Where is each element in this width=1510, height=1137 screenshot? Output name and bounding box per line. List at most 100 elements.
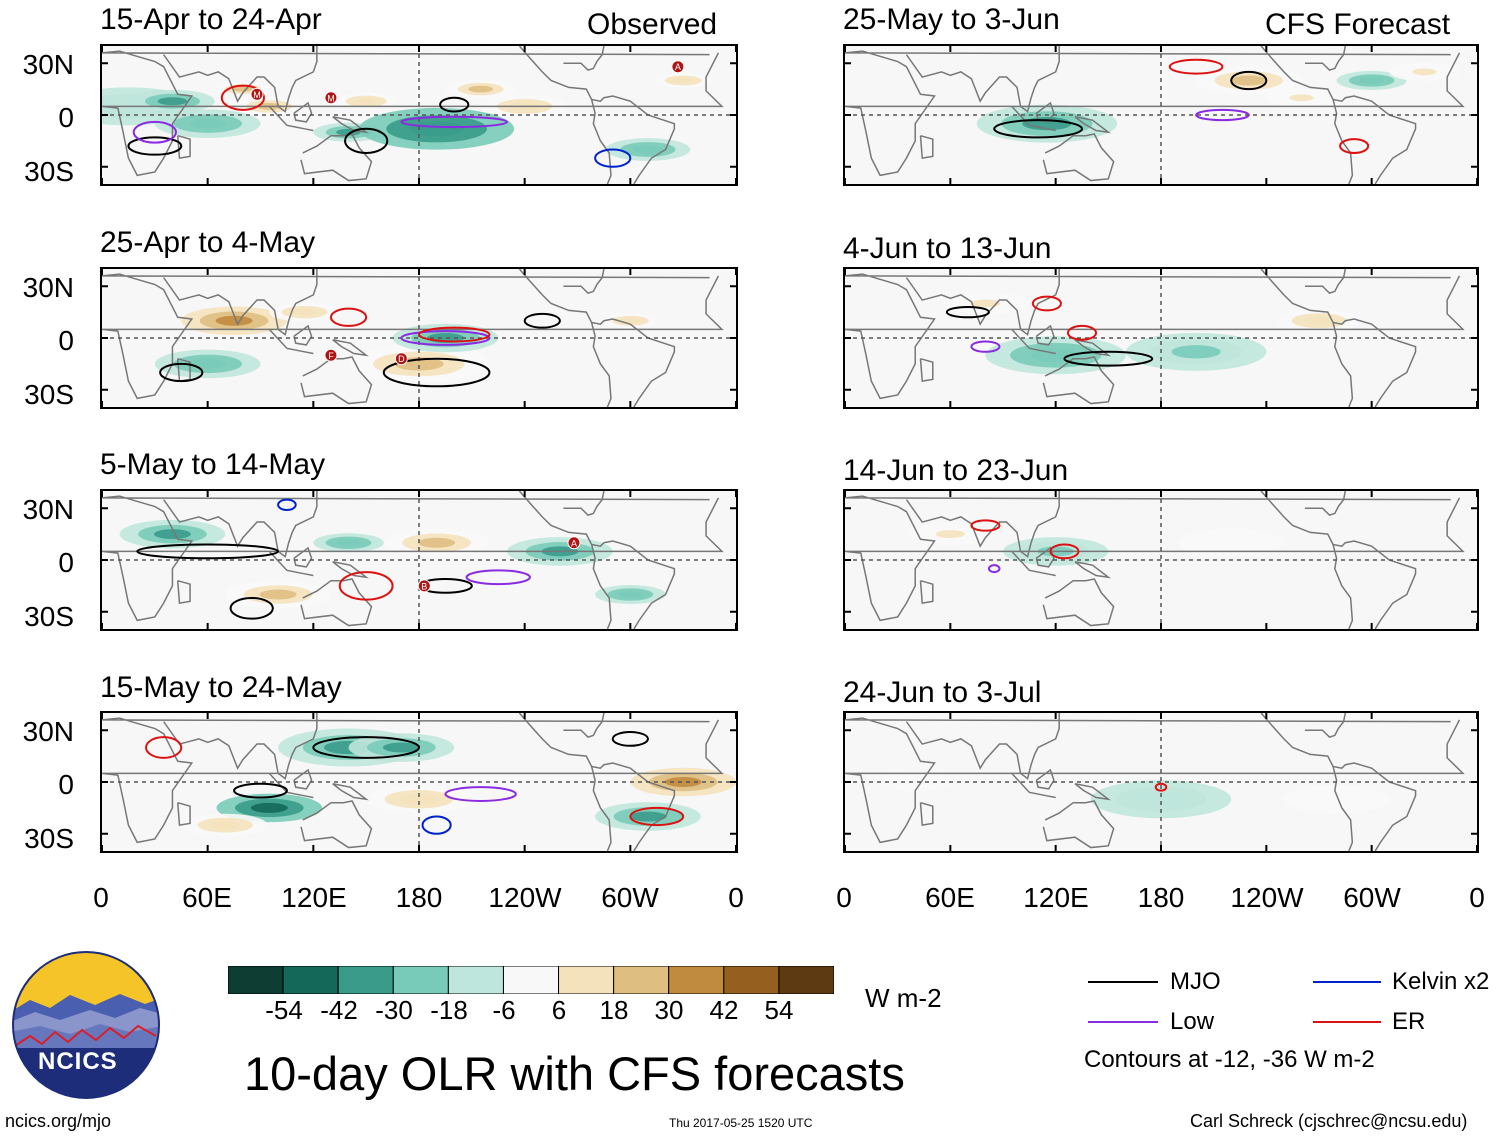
- olr-map-svg: [845, 269, 1477, 407]
- coastline: [176, 801, 191, 826]
- coastline: [1042, 578, 1115, 627]
- coastline: [332, 782, 369, 801]
- olr-anomaly: [1171, 345, 1221, 359]
- coastline: [1332, 766, 1354, 851]
- coastline: [176, 134, 191, 159]
- coastline: [845, 717, 1465, 844]
- coastline: [1011, 550, 1056, 577]
- coastline: [268, 328, 314, 355]
- coastline: [1042, 356, 1115, 405]
- coastline: [518, 491, 676, 629]
- legend-line-mjo: [1088, 981, 1158, 983]
- coastline: [845, 273, 1465, 400]
- colorbar-tick-6: 6: [551, 995, 567, 1025]
- coastline: [1260, 713, 1417, 851]
- coastline: [102, 495, 724, 622]
- er-contour: [1154, 782, 1168, 792]
- olr-anomaly: [189, 118, 227, 129]
- kelvin-contour: [594, 148, 632, 168]
- coastline: [1332, 322, 1354, 407]
- coastline: [268, 772, 314, 799]
- lon-tick-r-180: 180: [1137, 882, 1185, 913]
- er-contour: [145, 736, 183, 759]
- footer-timestamp: Thu 2017-05-25 1520 UTC: [669, 1116, 813, 1130]
- panel-title-obs-3: 5-May to 14-May: [100, 448, 326, 481]
- panel-title-fcst-4: 24-Jun to 3-Jul: [843, 676, 1042, 709]
- mjo-contour: [136, 543, 280, 560]
- lon-tick-r-60e: 60E: [925, 882, 975, 913]
- olr-anomaly: [215, 315, 253, 326]
- coastline: [1042, 133, 1115, 182]
- lon-tick-r-0: 0: [836, 882, 852, 913]
- coastline: [1042, 800, 1115, 849]
- footer-url[interactable]: ncics.org/mjo: [5, 1111, 112, 1131]
- olr-anomaly: [409, 121, 464, 137]
- tropical-cyclone-label: M: [253, 90, 261, 100]
- map-panel-forecast-4: [843, 711, 1479, 853]
- coastline: [905, 713, 1060, 780]
- colorbar-units: W m-2: [865, 983, 942, 1013]
- tropical-cyclone-marker: [324, 91, 338, 105]
- mjo-contour: [1230, 70, 1268, 91]
- lat-tick-30n-4: 30N: [22, 716, 74, 747]
- mjo-contour: [159, 362, 204, 383]
- olr-anomaly: [250, 802, 288, 813]
- colorbar-swatch: [282, 966, 339, 994]
- olr-anomaly: [1359, 77, 1384, 84]
- colorbar-swatch: [668, 966, 725, 994]
- tropical-cyclone-marker: [394, 352, 408, 366]
- mjo-contour: [127, 136, 183, 156]
- low-contour: [400, 115, 509, 129]
- panel-title-obs-4: 15-May to 24-May: [100, 671, 342, 704]
- coastline: [845, 50, 1465, 177]
- lat-tick-30n-3: 30N: [22, 494, 74, 525]
- coastline: [905, 46, 1060, 113]
- coastline: [1332, 99, 1354, 184]
- olr-anomaly: [292, 308, 317, 316]
- coastline: [1035, 768, 1055, 790]
- coastline: [1011, 105, 1056, 132]
- coastline: [102, 717, 724, 844]
- tropical-cyclone-marker: [417, 579, 431, 593]
- tropical-cyclone-marker: [250, 87, 264, 101]
- olr-map-svg: [845, 713, 1477, 851]
- olr-anomaly: [355, 98, 378, 105]
- coastline: [919, 134, 934, 159]
- mjo-contour: [439, 96, 470, 113]
- legend-label-kelvin: Kelvin x2: [1392, 968, 1490, 995]
- map-panel-observed-1: M M A: [100, 44, 738, 186]
- coastline: [590, 766, 612, 851]
- coastline: [905, 269, 1060, 336]
- colorbar-swatch: [613, 966, 670, 994]
- colorbar-tick-9: 42: [709, 995, 739, 1025]
- olr-anomaly: [1412, 68, 1437, 76]
- tropical-cyclone-label: B: [421, 581, 427, 591]
- lat-tick-eq-3: 0: [58, 547, 74, 578]
- mjo-contour: [382, 357, 491, 388]
- er-contour: [220, 84, 266, 111]
- lon-tick-l-60w: 60W: [601, 882, 659, 913]
- coastline: [590, 99, 612, 184]
- mjo-contour: [1063, 350, 1154, 367]
- tropical-cyclone-label: D: [398, 354, 405, 364]
- coastline: [1260, 46, 1417, 184]
- coastline: [563, 46, 605, 72]
- forecast-column-title: CFS Forecast: [1265, 8, 1451, 41]
- footer-credit: Carl Schreck (cjschrec@ncsu.edu): [1190, 1111, 1468, 1131]
- colorbar-swatch: [337, 966, 394, 994]
- lon-tick-r-360: 0: [1469, 882, 1485, 913]
- lat-tick-30s-1: 30S: [24, 156, 74, 187]
- mjo-contour: [344, 127, 389, 154]
- low-contour: [465, 569, 531, 586]
- olr-anomaly: [970, 299, 1001, 308]
- olr-map-svg: M M A: [102, 46, 736, 184]
- olr-anomaly: [1230, 75, 1268, 86]
- mjo-contour: [233, 782, 288, 799]
- coastline: [163, 269, 318, 336]
- olr-anomaly: [935, 530, 966, 539]
- er-contour: [970, 519, 1001, 532]
- mjo-contour: [993, 119, 1084, 139]
- coastline: [1074, 560, 1112, 579]
- coastline: [1035, 101, 1055, 123]
